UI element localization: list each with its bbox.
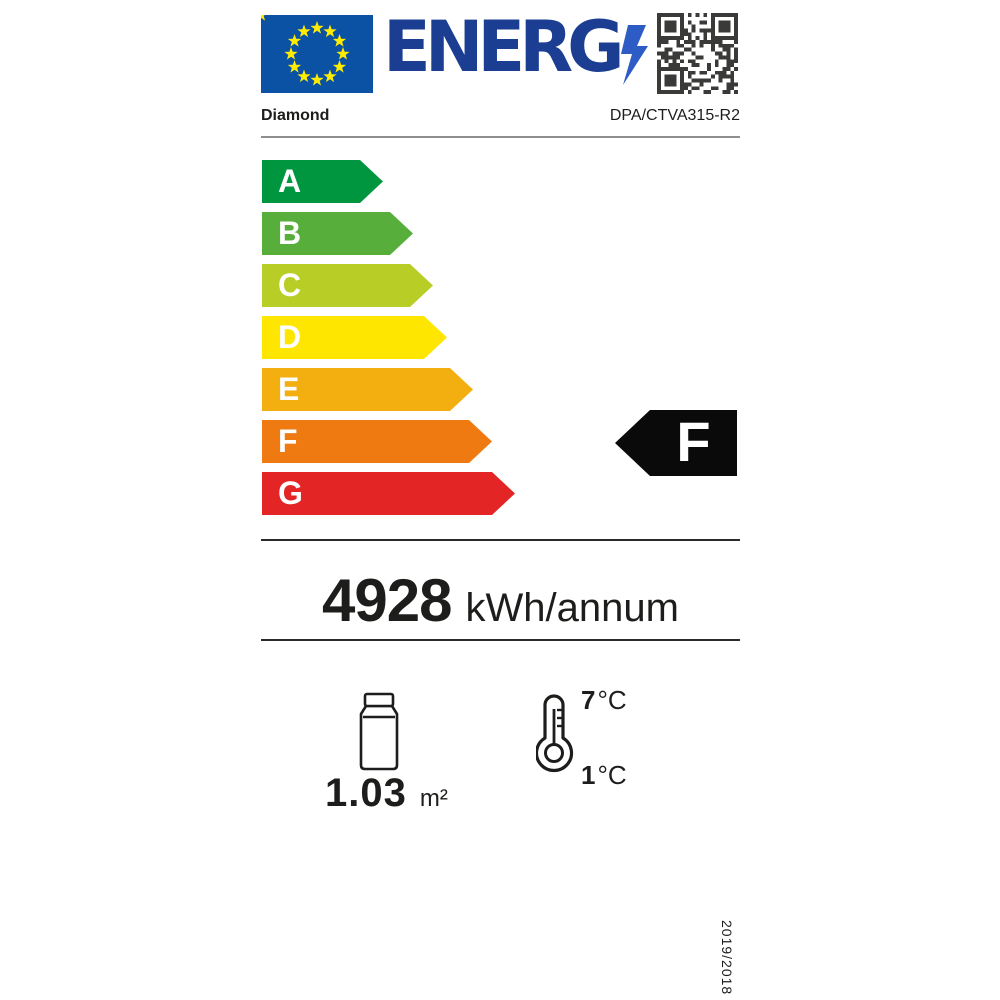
class-arrow-c: C bbox=[262, 264, 433, 307]
class-letter: D bbox=[278, 319, 302, 355]
energ-wordmark: ENERG bbox=[383, 6, 625, 88]
display-area: 1.03 m² bbox=[325, 771, 448, 816]
class-arrow-d: D bbox=[262, 316, 447, 359]
temperature-high-value: 7 bbox=[581, 685, 596, 715]
class-letter: A bbox=[278, 163, 302, 199]
annual-energy: 4928 kWh/annum bbox=[261, 566, 740, 635]
class-arrow-f: F bbox=[262, 420, 492, 463]
lightning-bolt-icon bbox=[621, 25, 648, 85]
header-divider bbox=[261, 136, 740, 138]
energy-value: 4928 bbox=[322, 567, 452, 634]
class-letter: E bbox=[278, 371, 300, 407]
flag-stars bbox=[261, 15, 350, 86]
display-area-unit: m² bbox=[419, 785, 448, 812]
energy-section-divider-bottom bbox=[261, 639, 740, 641]
qr-code bbox=[657, 13, 738, 94]
temperature-high-unit: °C bbox=[597, 685, 627, 715]
class-letter: C bbox=[278, 267, 302, 303]
temperature-low: 1 °C bbox=[581, 760, 627, 791]
eu-flag-icon bbox=[261, 15, 373, 93]
energy-unit: kWh/annum bbox=[465, 586, 679, 630]
temperature-low-value: 1 bbox=[581, 760, 596, 790]
thermometer-icon bbox=[536, 694, 574, 773]
temperature-high: 7 °C bbox=[581, 685, 627, 716]
class-arrow-g: G bbox=[262, 472, 515, 515]
energy-section-divider-top bbox=[261, 539, 740, 541]
display-area-value: 1.03 bbox=[325, 771, 407, 815]
rating-letter: F bbox=[676, 410, 711, 473]
class-letter: B bbox=[278, 215, 302, 251]
bottle-carton-icon bbox=[359, 692, 399, 771]
regulation-number: 2019/2018 bbox=[719, 920, 735, 996]
class-arrow-a: A bbox=[262, 160, 383, 203]
class-arrow-e: E bbox=[262, 368, 473, 411]
model-identifier: DPA/CTVA315-R2 bbox=[609, 107, 740, 124]
temperature-low-unit: °C bbox=[597, 760, 627, 790]
supplier-name: Diamond bbox=[261, 107, 330, 124]
class-letter: F bbox=[278, 423, 298, 459]
class-arrow-b: B bbox=[262, 212, 413, 255]
class-letter: G bbox=[278, 475, 303, 511]
rating-arrow: F bbox=[615, 410, 737, 476]
